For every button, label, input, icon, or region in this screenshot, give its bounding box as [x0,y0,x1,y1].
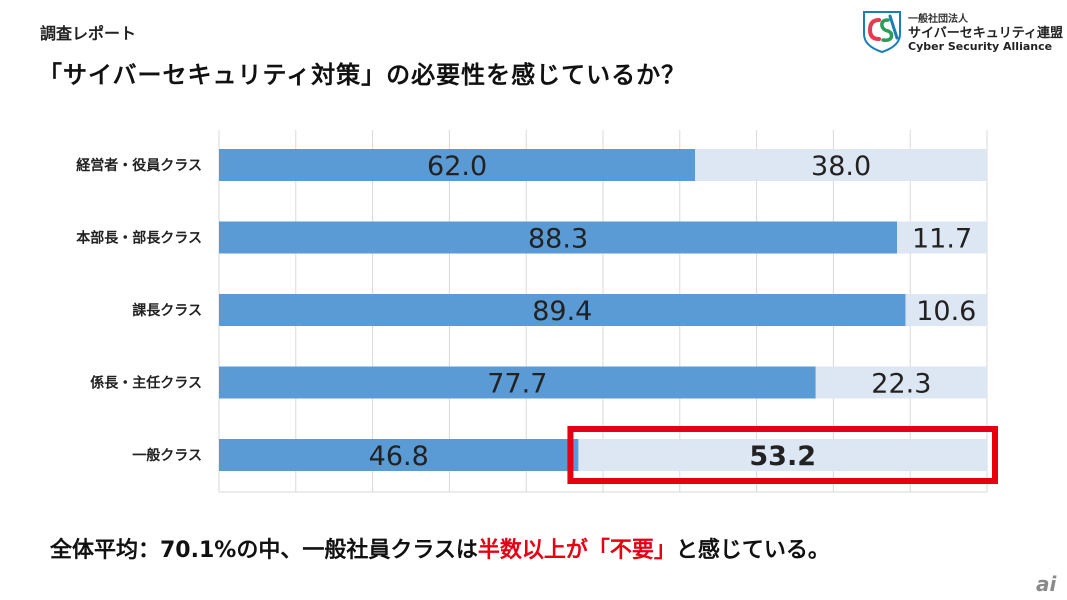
summary-highlight: 半数以上が「不要」 [477,538,676,563]
category-label: 係長・主任クラス [90,375,202,392]
logo-org-name-ja: サイバーセキュリティ連盟 [908,26,1063,41]
category-label: 課長クラス [132,302,202,319]
bar-segment [578,439,987,471]
category-label: 本部長・部長クラス [76,230,202,247]
bar-segment [905,294,987,326]
bar-segment [695,149,987,181]
bar-segment [815,366,987,399]
data-label: 22.3 [871,369,931,400]
data-label: 10.6 [916,296,976,327]
csa-shield-logo-icon [863,11,901,54]
logo-org-type: 一般社団法人 [908,14,968,25]
bar-segment [219,366,816,399]
data-label: 53.2 [749,441,816,472]
bar-segment [219,439,579,471]
report-label: 調査レポート [40,24,137,43]
bar-segment [219,294,906,326]
highlight-box [567,426,998,484]
category-label: 一般クラス [132,447,202,464]
watermark-logo: ai [1036,572,1057,596]
summary-suffix: と感じている。 [675,538,830,563]
data-label: 62.0 [427,151,487,182]
summary-text: 全体平均：70.1%の中、一般社員クラスは半数以上が「不要」と感じている。 [50,532,830,564]
organization-logo: 一般社団法人 サイバーセキュリティ連盟 Cyber Security Allia… [860,8,1063,58]
bar-segment [219,149,696,181]
category-label: 経営者・役員クラス [76,157,202,174]
data-label: 89.4 [532,296,592,327]
logo-org-name-en: Cyber Security Alliance [908,40,1053,53]
summary-prefix: 全体平均：70.1%の中、一般社員クラスは [50,538,478,563]
data-label: 77.7 [487,369,547,400]
bar-segment [897,221,987,254]
bar-segment [219,221,898,254]
data-label: 38.0 [811,151,871,182]
page-title: 「サイバーセキュリティ対策」の必要性を感じているか？ [38,61,687,89]
data-label: 46.8 [369,441,429,472]
data-label: 88.3 [528,224,588,255]
data-label: 11.7 [912,224,972,255]
